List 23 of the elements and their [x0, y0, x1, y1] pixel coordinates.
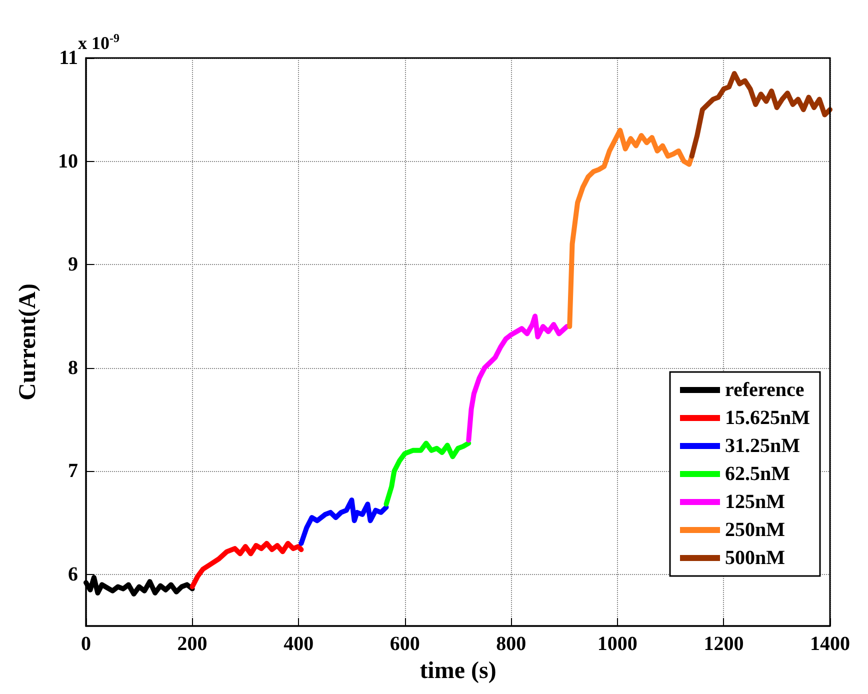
y-tick-label: 11 [59, 47, 78, 69]
legend-label: reference [725, 379, 804, 401]
x-axis-title: time (s) [420, 658, 496, 684]
x-tick-label: 600 [390, 633, 420, 655]
legend-label: 125nM [725, 491, 786, 513]
x-tick-label: 200 [177, 633, 208, 655]
x-tick-label: 400 [284, 633, 314, 655]
y-axis-title: Current(A) [15, 284, 41, 400]
legend-label: 250nM [725, 519, 786, 541]
y-tick-label: 10 [58, 150, 78, 172]
y-tick-label: 7 [68, 460, 78, 482]
legend-label: 500nM [725, 547, 786, 569]
x-tick-label: 1200 [704, 633, 744, 655]
x-tick-label: 1400 [810, 633, 850, 655]
x-tick-label: 1000 [597, 633, 638, 655]
legend-label: 15.625nM [725, 407, 810, 429]
legend-label: 62.5nM [725, 463, 790, 485]
y-tick-label: 8 [68, 356, 78, 379]
x-tick-label: 0 [81, 633, 91, 655]
y-tick-label: 9 [68, 254, 78, 276]
x-tick-label: 800 [496, 633, 526, 655]
legend-label: 31.25nM [725, 435, 800, 457]
y-tick-label: 6 [68, 563, 78, 586]
